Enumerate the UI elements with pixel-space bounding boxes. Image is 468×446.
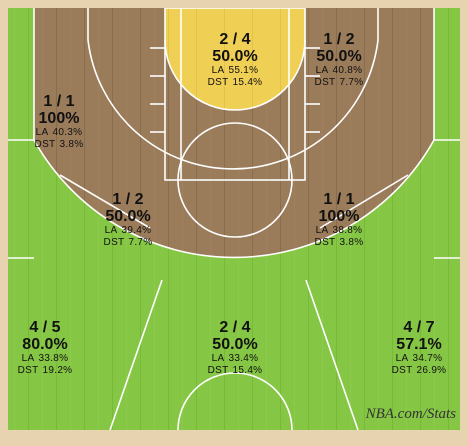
zone-league-average: LA 40.8% bbox=[315, 65, 363, 76]
zone-right-elbow-midrange[interactable]: 1 / 1 100% LA 38.8% DST 3.8% bbox=[315, 191, 364, 249]
zone-distribution: DST 19.2% bbox=[17, 365, 73, 376]
midrange-area bbox=[34, 8, 434, 258]
zone-right-baseline-midrange[interactable]: 1 / 2 50.0% LA 40.8% DST 7.7% bbox=[315, 31, 364, 89]
zone-percentage: 100% bbox=[318, 208, 360, 225]
zone-league-average: LA 33.8% bbox=[21, 353, 69, 364]
zone-distribution: DST 15.4% bbox=[207, 77, 263, 88]
nba-stats-watermark: NBA.com/Stats bbox=[365, 406, 456, 422]
zone-ratio: 4 / 5 bbox=[29, 319, 61, 336]
zone-league-average: LA 38.8% bbox=[315, 225, 363, 236]
zone-distribution: DST 3.8% bbox=[34, 139, 84, 150]
zone-league-average: LA 34.7% bbox=[395, 353, 443, 364]
zone-ratio: 1 / 1 bbox=[43, 93, 75, 110]
zone-league-average: LA 33.4% bbox=[211, 353, 259, 364]
zone-distribution: DST 7.7% bbox=[314, 77, 364, 88]
zone-right-wing-three[interactable]: 4 / 7 57.1% LA 34.7% DST 26.9% bbox=[392, 319, 447, 377]
zone-ratio: 4 / 7 bbox=[403, 319, 435, 336]
zone-distribution: DST 7.7% bbox=[103, 237, 153, 248]
zone-distribution: DST 15.4% bbox=[207, 365, 263, 376]
zone-top-three[interactable]: 2 / 4 50.0% LA 33.4% DST 15.4% bbox=[208, 319, 263, 377]
zone-percentage: 50.0% bbox=[316, 48, 362, 65]
zone-percentage: 80.0% bbox=[22, 336, 68, 353]
zone-ratio: 2 / 4 bbox=[219, 31, 251, 48]
zone-percentage: 100% bbox=[38, 110, 80, 127]
zone-ratio: 1 / 2 bbox=[112, 191, 144, 208]
zone-left-baseline-midrange[interactable]: 1 / 1 100% LA 40.3% DST 3.8% bbox=[35, 93, 84, 151]
zone-percentage: 50.0% bbox=[105, 208, 151, 225]
zone-restricted-area[interactable]: 2 / 4 50.0% LA 55.1% DST 15.4% bbox=[208, 31, 263, 89]
zone-percentage: 50.0% bbox=[212, 336, 258, 353]
zone-ratio: 2 / 4 bbox=[219, 319, 251, 336]
restricted-area-zone bbox=[165, 8, 305, 110]
zone-left-elbow-midrange[interactable]: 1 / 2 50.0% LA 39.4% DST 7.7% bbox=[104, 191, 153, 249]
zone-league-average: LA 55.1% bbox=[211, 65, 259, 76]
zone-league-average: LA 40.3% bbox=[35, 127, 83, 138]
zone-ratio: 1 / 2 bbox=[323, 31, 355, 48]
zone-percentage: 57.1% bbox=[396, 336, 442, 353]
zone-distribution: DST 26.9% bbox=[391, 365, 447, 376]
zone-ratio: 1 / 1 bbox=[323, 191, 355, 208]
zone-league-average: LA 39.4% bbox=[104, 225, 152, 236]
zone-left-wing-three[interactable]: 4 / 5 80.0% LA 33.8% DST 19.2% bbox=[18, 319, 73, 377]
zone-distribution: DST 3.8% bbox=[314, 237, 364, 248]
zone-percentage: 50.0% bbox=[212, 48, 258, 65]
